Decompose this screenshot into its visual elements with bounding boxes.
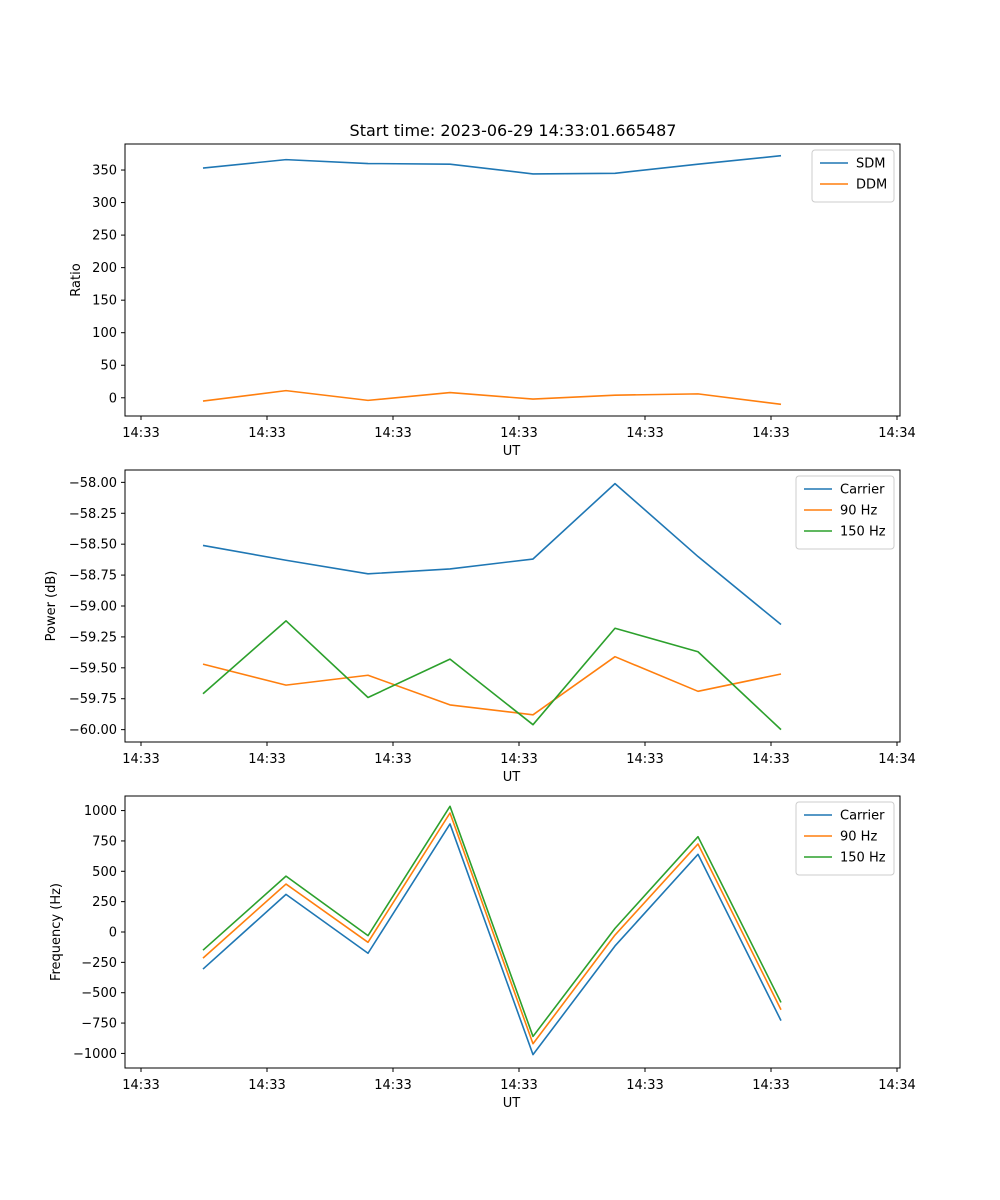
- series-line-carrier: [202, 482, 782, 626]
- x-tick-label: 14:33: [122, 426, 159, 441]
- y-axis-label: Frequency (Hz): [49, 883, 64, 981]
- legend-label: Carrier: [840, 483, 885, 498]
- axes-frame: [124, 143, 901, 417]
- x-tick-label: 14:33: [500, 752, 537, 767]
- legend-label: 90 Hz: [840, 504, 877, 519]
- x-tick-label: 14:33: [248, 426, 285, 441]
- y-tick-label: −59.00: [69, 600, 117, 615]
- y-tick-label: −500: [81, 986, 117, 1001]
- y-tick-label: −59.75: [69, 692, 117, 707]
- x-tick-label: 14:33: [248, 1078, 285, 1093]
- x-axis-label: UT: [503, 1096, 521, 1111]
- legend-label: DDM: [856, 178, 887, 193]
- y-tick-label: −59.25: [69, 630, 117, 645]
- y-tick-label: 300: [92, 196, 117, 211]
- x-tick-label: 14:33: [500, 1078, 537, 1093]
- y-tick-label: −1000: [73, 1047, 117, 1062]
- x-tick-label: 14:33: [626, 1078, 663, 1093]
- series-line-90-hz: [202, 812, 782, 1045]
- y-tick-label: 350: [92, 164, 117, 179]
- y-tick-label: −59.50: [69, 661, 117, 676]
- x-tick-label: 14:33: [752, 1078, 789, 1093]
- x-tick-label: 14:34: [878, 752, 915, 767]
- legend-label: 150 Hz: [840, 851, 886, 866]
- x-tick-label: 14:33: [626, 426, 663, 441]
- axes-frame: [124, 795, 901, 1069]
- x-tick-label: 14:34: [878, 1078, 915, 1093]
- series-line-150-hz: [202, 805, 782, 1038]
- y-tick-label: 150: [92, 294, 117, 309]
- x-tick-label: 14:33: [752, 426, 789, 441]
- legend: SDM DDM: [811, 149, 895, 203]
- x-tick-label: 14:33: [122, 1078, 159, 1093]
- x-tick-label: 14:34: [878, 426, 915, 441]
- x-axis-label: UT: [503, 770, 521, 785]
- y-tick-label: 0: [109, 926, 117, 941]
- series-line-carrier: [202, 823, 782, 1056]
- x-axis-label: UT: [503, 444, 521, 459]
- y-tick-label: 250: [92, 229, 117, 244]
- chart-panel-3: −1000 −750 −500 −250 0 250 500 750 1000 14:33 14:3…: [49, 795, 916, 1111]
- y-tick-label: −58.00: [69, 476, 117, 491]
- series-line-90-hz: [202, 655, 782, 716]
- y-tick-label: 500: [92, 865, 117, 880]
- legend-label: 90 Hz: [840, 830, 877, 845]
- legend: Carrier 90 Hz 150 Hz: [795, 801, 895, 876]
- y-tick-label: 0: [109, 391, 117, 406]
- y-tick-label: 1000: [84, 804, 117, 819]
- series-line-sdm: [202, 154, 782, 175]
- y-tick-label: −58.50: [69, 538, 117, 553]
- x-tick-label: 14:33: [374, 752, 411, 767]
- y-tick-label: 100: [92, 326, 117, 341]
- y-tick-label: 750: [92, 834, 117, 849]
- y-tick-label: −58.75: [69, 569, 117, 584]
- y-tick-label: 250: [92, 895, 117, 910]
- chart-panel-1: 0 50 100 150 200 250 300 350 14:33 14:33 14:33 14:3…: [69, 143, 916, 459]
- y-tick-label: −60.00: [69, 723, 117, 738]
- y-tick-label: 200: [92, 261, 117, 276]
- y-axis-label: Power (dB): [44, 571, 59, 642]
- series-line-150-hz: [202, 620, 782, 731]
- series-line-ddm: [202, 389, 782, 406]
- x-tick-label: 14:33: [122, 752, 159, 767]
- y-axis-label: Ratio: [69, 263, 84, 296]
- y-tick-label: −250: [81, 956, 117, 971]
- legend: Carrier 90 Hz 150 Hz: [795, 475, 895, 550]
- x-tick-label: 14:33: [248, 752, 285, 767]
- x-tick-label: 14:33: [500, 426, 537, 441]
- figure-title: Start time: 2023-06-29 14:33:01.665487: [350, 121, 677, 140]
- y-tick-label: 50: [100, 359, 117, 374]
- x-tick-label: 14:33: [374, 426, 411, 441]
- chart-panel-2: −60.00 −59.75 −59.50 −59.25 −59.00 −58.75 −58.…: [44, 469, 916, 785]
- axes-frame: [124, 469, 901, 743]
- x-tick-label: 14:33: [374, 1078, 411, 1093]
- legend-label: 150 Hz: [840, 525, 886, 540]
- x-tick-label: 14:33: [626, 752, 663, 767]
- y-tick-label: −750: [81, 1017, 117, 1032]
- y-tick-label: −58.25: [69, 507, 117, 522]
- legend-label: Carrier: [840, 809, 885, 824]
- x-tick-label: 14:33: [752, 752, 789, 767]
- legend-label: SDM: [856, 157, 885, 172]
